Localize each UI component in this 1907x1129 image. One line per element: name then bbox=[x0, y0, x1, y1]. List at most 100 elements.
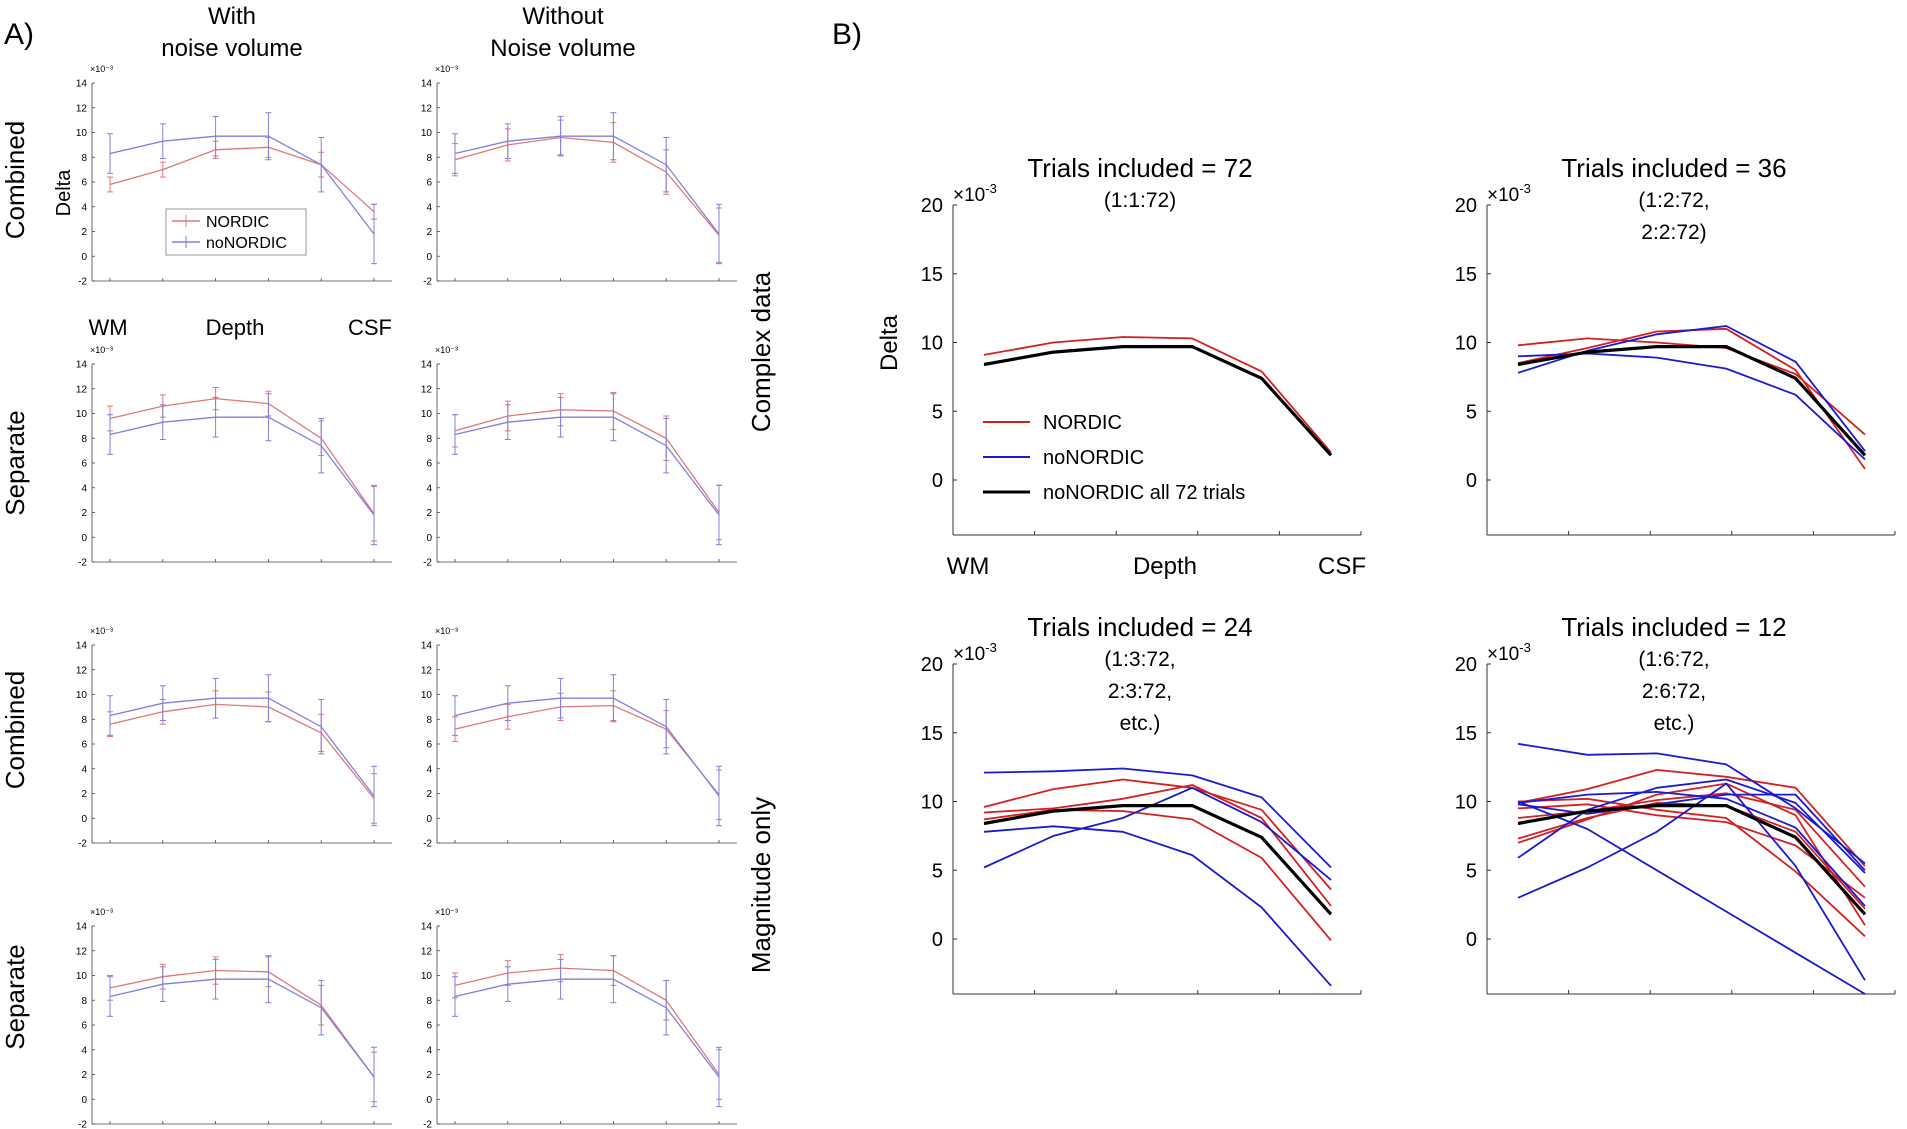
y-tick-label: 2 bbox=[81, 789, 87, 800]
panel-a-xlabel-csf: CSF bbox=[348, 315, 392, 340]
y-tick-label: 12 bbox=[76, 665, 88, 676]
y-tick-label: 2 bbox=[81, 227, 87, 238]
y-tick-label: 0 bbox=[932, 929, 943, 951]
series-line-nordic bbox=[454, 136, 720, 236]
y-tick-label: 2 bbox=[81, 1070, 87, 1081]
y-tick-label: 4 bbox=[81, 764, 87, 775]
subplot-subtitle: (1:1:72) bbox=[1104, 189, 1176, 212]
exponent-label: ×10-3 bbox=[1487, 640, 1531, 665]
y-tick-label: -2 bbox=[78, 277, 87, 288]
series-line-nonordic bbox=[1517, 352, 1866, 461]
col-header-without-line1: Without bbox=[522, 3, 604, 30]
legend-nordic-label: NORDIC bbox=[206, 214, 269, 231]
legend-b-reference-label: noNORDIC all 72 trials bbox=[1043, 482, 1245, 504]
y-tick-label: 4 bbox=[426, 202, 432, 213]
legend-box bbox=[165, 208, 307, 256]
subplot-title: Trials included = 36 bbox=[1561, 153, 1786, 183]
series-line-nonordic bbox=[1517, 778, 1866, 874]
y-tick-label: 0 bbox=[1466, 470, 1477, 492]
col-header-without-line2: Noise volume bbox=[490, 35, 635, 62]
exponent-label: ×10⁻³ bbox=[90, 64, 113, 74]
y-tick-label: 14 bbox=[76, 360, 88, 371]
series-line-nordic bbox=[109, 146, 375, 213]
y-tick-label: 5 bbox=[1466, 860, 1477, 882]
series-line-nordic bbox=[1517, 797, 1866, 937]
y-tick-label: 0 bbox=[932, 470, 943, 492]
y-tick-label: 6 bbox=[426, 459, 432, 470]
panel-a-label: A) bbox=[4, 18, 34, 51]
series-line-nonordic bbox=[1517, 742, 1866, 865]
row-label-3: Combined bbox=[0, 671, 30, 790]
col-header-with-line1: With bbox=[208, 3, 256, 30]
y-tick-label: -2 bbox=[78, 558, 87, 569]
panel-b-xlabel-csf: CSF bbox=[1318, 553, 1366, 580]
panel-b-subplot: 0 5 10 15 20 ×10-3 Trials included = 12 (1:6:72… bbox=[1455, 612, 1896, 995]
series-line-nordic bbox=[1517, 782, 1866, 926]
y-tick-label: 6 bbox=[81, 1021, 87, 1032]
legend-nonordic-label: noNORDIC bbox=[206, 235, 287, 252]
series-line-nordic bbox=[454, 409, 720, 513]
series-line-nonordic bbox=[454, 416, 720, 516]
y-tick-label: 20 bbox=[1455, 654, 1477, 676]
series-line-nonordic bbox=[454, 135, 720, 235]
y-tick-label: 4 bbox=[81, 483, 87, 494]
y-tick-label: -2 bbox=[423, 1120, 432, 1129]
y-tick-label: 4 bbox=[81, 202, 87, 213]
subplot-subtitle: etc.) bbox=[1120, 712, 1161, 735]
y-tick-label: 14 bbox=[421, 641, 433, 652]
y-tick-label: 10 bbox=[421, 690, 433, 701]
y-tick-label: 12 bbox=[421, 946, 433, 957]
y-tick-label: 6 bbox=[426, 1021, 432, 1032]
y-tick-label: 15 bbox=[1455, 264, 1477, 286]
y-tick-label: 20 bbox=[921, 654, 943, 676]
panel-b-subplot: 0 5 10 15 20 ×10-3 Trials included = 24 (1:3:72… bbox=[921, 612, 1362, 995]
y-tick-label: 8 bbox=[426, 153, 432, 164]
y-tick-label: 10 bbox=[76, 409, 88, 420]
col-header-with-line2: noise volume bbox=[161, 35, 302, 62]
y-tick-label: 10 bbox=[1455, 333, 1477, 355]
series-line-reference bbox=[1517, 345, 1867, 457]
series-line-nordic bbox=[454, 967, 720, 1075]
legend-b-nonordic-label: noNORDIC bbox=[1043, 447, 1144, 469]
panel-a: A) With noise volume Without Noise volum… bbox=[0, 3, 776, 1050]
y-tick-label: 8 bbox=[426, 434, 432, 445]
panel-a-subplot: -2 0 2 4 6 8 10 12 14×10⁻³ bbox=[421, 626, 737, 850]
series-line-reference bbox=[983, 345, 1333, 457]
subplot-title: Trials included = 72 bbox=[1027, 153, 1252, 183]
panel-a-subplot: -2 0 2 4 6 8 10 12 14×10⁻³ bbox=[76, 64, 392, 288]
series-line-nonordic bbox=[454, 697, 720, 797]
y-tick-label: 0 bbox=[81, 814, 87, 825]
y-tick-label: 14 bbox=[76, 641, 88, 652]
y-tick-label: 5 bbox=[932, 401, 943, 423]
y-tick-label: -2 bbox=[423, 558, 432, 569]
y-tick-label: 6 bbox=[426, 178, 432, 189]
y-tick-label: 15 bbox=[921, 723, 943, 745]
y-tick-label: 0 bbox=[426, 814, 432, 825]
exponent-label: ×10⁻³ bbox=[90, 345, 113, 355]
y-tick-label: 10 bbox=[1455, 792, 1477, 814]
panel-b-xlabel-wm: WM bbox=[947, 553, 990, 580]
y-tick-label: 12 bbox=[421, 384, 433, 395]
series-line-nordic bbox=[1517, 769, 1866, 867]
y-tick-label: 8 bbox=[81, 153, 87, 164]
series-line-nordic bbox=[1517, 803, 1866, 899]
y-tick-label: 0 bbox=[426, 1095, 432, 1106]
y-tick-label: 8 bbox=[426, 996, 432, 1007]
y-tick-label: 8 bbox=[81, 715, 87, 726]
y-tick-label: 10 bbox=[76, 971, 88, 982]
y-tick-label: -2 bbox=[78, 839, 87, 850]
series-line-nonordic bbox=[1517, 800, 1866, 995]
y-tick-label: 10 bbox=[921, 333, 943, 355]
y-tick-label: 2 bbox=[426, 1070, 432, 1081]
y-tick-label: 6 bbox=[426, 740, 432, 751]
panel-a-subplot: -2 0 2 4 6 8 10 12 14×10⁻³ bbox=[76, 907, 392, 1129]
y-tick-label: 10 bbox=[921, 792, 943, 814]
panel-a-subplot: -2 0 2 4 6 8 10 12 14×10⁻³ bbox=[76, 345, 392, 569]
y-tick-label: 15 bbox=[921, 264, 943, 286]
y-tick-label: 10 bbox=[421, 128, 433, 139]
series-line-nonordic bbox=[109, 697, 375, 797]
y-tick-label: 0 bbox=[426, 252, 432, 263]
row-label-1: Combined bbox=[0, 121, 30, 240]
y-tick-label: 4 bbox=[426, 1045, 432, 1056]
y-tick-label: 20 bbox=[1455, 195, 1477, 217]
